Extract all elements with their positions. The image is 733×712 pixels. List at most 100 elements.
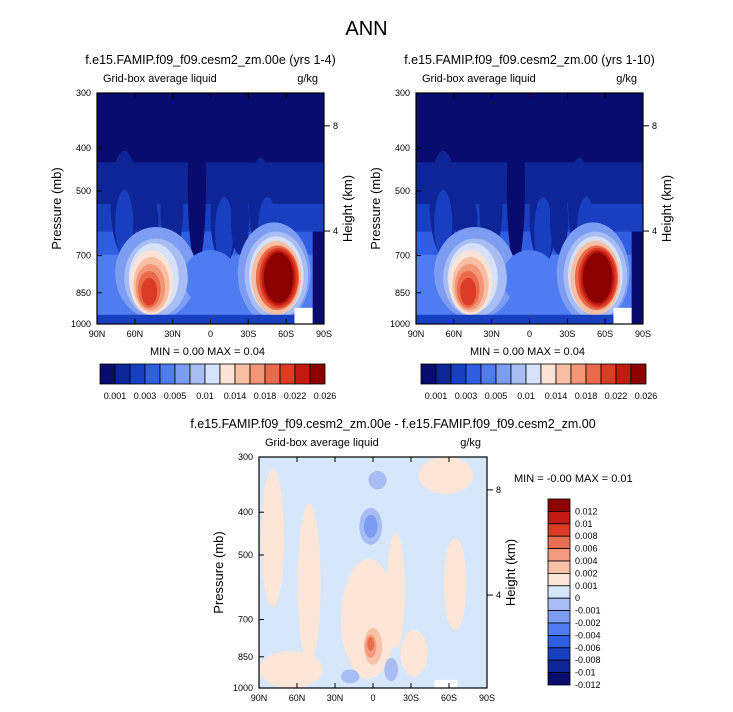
colorbar-label: 0.003 bbox=[455, 391, 478, 401]
colorbar-swatch bbox=[540, 363, 557, 385]
contour-band bbox=[534, 196, 553, 267]
x-tick-label: 30S bbox=[403, 693, 419, 703]
y-tick-label: 400 bbox=[76, 143, 91, 153]
colorbar-vertical bbox=[547, 498, 571, 686]
colorbar-swatch bbox=[249, 363, 266, 385]
y-tick-label: 1000 bbox=[390, 319, 410, 329]
colorbar-label: 0.01 bbox=[196, 391, 214, 401]
colorbar-swatch bbox=[547, 573, 571, 587]
contour-band bbox=[183, 250, 238, 306]
colorbar-label: -0.012 bbox=[575, 680, 601, 690]
panel-title: f.e15.FAMIP.f09_f09.cesm2_zm.00 (yrs 1-1… bbox=[404, 53, 655, 67]
colorbar-label: 0.003 bbox=[134, 391, 157, 401]
stats-label: MIN = -0.00 MAX = 0.01 bbox=[514, 473, 633, 485]
y-tick-label: 500 bbox=[395, 186, 410, 196]
y-tick-label: 500 bbox=[238, 550, 253, 560]
colorbar-swatch bbox=[570, 363, 587, 385]
contour-band bbox=[368, 470, 387, 490]
colorbar-label: -0.002 bbox=[575, 618, 601, 628]
colorbar-label: 0 bbox=[575, 593, 580, 603]
stats-label: MIN = 0.00 MAX = 0.04 bbox=[470, 346, 585, 358]
y-tick-label: 700 bbox=[76, 251, 91, 261]
colorbar-swatch bbox=[435, 363, 452, 385]
y-right-axis-label: Height (km) bbox=[659, 175, 674, 242]
colorbar-label: 0.018 bbox=[254, 391, 277, 401]
x-tick-label: 90N bbox=[408, 329, 425, 339]
colorbar-swatch bbox=[547, 523, 571, 537]
contour-band bbox=[215, 196, 234, 267]
colorbar-label: 0.006 bbox=[575, 544, 598, 554]
units-label: g/kg bbox=[460, 437, 481, 449]
colorbar-swatch bbox=[309, 363, 326, 385]
y-axis-label: Pressure (mb) bbox=[368, 167, 383, 249]
contour-band bbox=[631, 231, 643, 324]
colorbar-label: 0.01 bbox=[517, 391, 535, 401]
x-tick-label: 0 bbox=[208, 329, 213, 339]
colorbar-swatch bbox=[630, 363, 647, 385]
variable-label: Grid-box average liquid bbox=[265, 437, 379, 449]
colorbar-label: 0.022 bbox=[605, 391, 628, 401]
colorbar-swatch bbox=[420, 363, 437, 385]
contour-band bbox=[263, 252, 294, 304]
colorbar-swatch bbox=[510, 363, 527, 385]
y-tick-label: 300 bbox=[238, 452, 253, 462]
colorbar-swatch bbox=[159, 363, 176, 385]
y-tick-label: 850 bbox=[76, 288, 91, 298]
field bbox=[259, 457, 487, 689]
colorbar-label: 0.005 bbox=[164, 391, 187, 401]
colorbar-swatch bbox=[204, 363, 221, 385]
contour-band bbox=[460, 277, 477, 306]
y-right-tick-label: 4 bbox=[496, 590, 501, 600]
x-tick-label: 30S bbox=[240, 329, 256, 339]
panel-3 bbox=[258, 456, 493, 689]
units-label: g/kg bbox=[616, 73, 637, 85]
colorbar-label: -0.006 bbox=[575, 643, 601, 653]
colorbar bbox=[99, 363, 326, 385]
y-right-tick-label: 4 bbox=[333, 226, 338, 236]
colorbar-label: 0.014 bbox=[545, 391, 568, 401]
x-tick-label: 30N bbox=[327, 693, 344, 703]
x-tick-label: 60S bbox=[441, 693, 457, 703]
colorbar-swatch bbox=[294, 363, 311, 385]
colorbar-label: -0.004 bbox=[575, 630, 601, 640]
colorbar-swatch bbox=[547, 510, 571, 525]
colorbar-swatch bbox=[547, 635, 571, 649]
x-tick-label: 60N bbox=[446, 329, 463, 339]
y-tick-label: 400 bbox=[238, 507, 253, 517]
colorbar-label: 0.001 bbox=[104, 391, 127, 401]
colorbar-swatch bbox=[547, 659, 571, 674]
colorbar-label: 0.01 bbox=[575, 519, 593, 529]
colorbar-swatch bbox=[525, 363, 542, 385]
colorbar-label: 0.004 bbox=[575, 556, 598, 566]
contour-band bbox=[312, 231, 324, 324]
y-right-tick-label: 8 bbox=[496, 485, 501, 495]
variable-label: Grid-box average liquid bbox=[422, 73, 536, 85]
x-tick-label: 0 bbox=[527, 329, 532, 339]
contour-band bbox=[367, 637, 375, 652]
y-right-tick-label: 8 bbox=[652, 121, 657, 131]
colorbar-label: -0.001 bbox=[575, 606, 601, 616]
colorbar-swatch bbox=[114, 363, 131, 385]
units-label: g/kg bbox=[297, 73, 318, 85]
colorbar-swatch bbox=[547, 585, 571, 599]
colorbar-label: -0.01 bbox=[575, 668, 596, 678]
x-tick-label: 90S bbox=[635, 329, 651, 339]
contour-band bbox=[400, 630, 428, 677]
colorbar-label: 0.002 bbox=[575, 568, 598, 578]
y-right-axis-label: Height (km) bbox=[340, 175, 355, 242]
colorbar-swatch bbox=[264, 363, 281, 385]
colorbar-label: 0.012 bbox=[575, 506, 598, 516]
x-tick-label: 60S bbox=[278, 329, 294, 339]
contour-band bbox=[506, 104, 525, 267]
y-right-tick-label: 4 bbox=[652, 226, 657, 236]
contour-band bbox=[386, 533, 405, 649]
x-tick-label: 60N bbox=[289, 693, 306, 703]
variable-label: Grid-box average liquid bbox=[103, 73, 217, 85]
colorbar-swatch bbox=[547, 597, 571, 612]
x-tick-label: 90N bbox=[251, 693, 268, 703]
colorbar-label: 0.001 bbox=[425, 391, 448, 401]
panel-title: f.e15.FAMIP.f09_f09.cesm2_zm.00e (yrs 1-… bbox=[85, 53, 336, 67]
colorbar-swatch bbox=[547, 647, 571, 661]
colorbar-swatch bbox=[189, 363, 206, 385]
